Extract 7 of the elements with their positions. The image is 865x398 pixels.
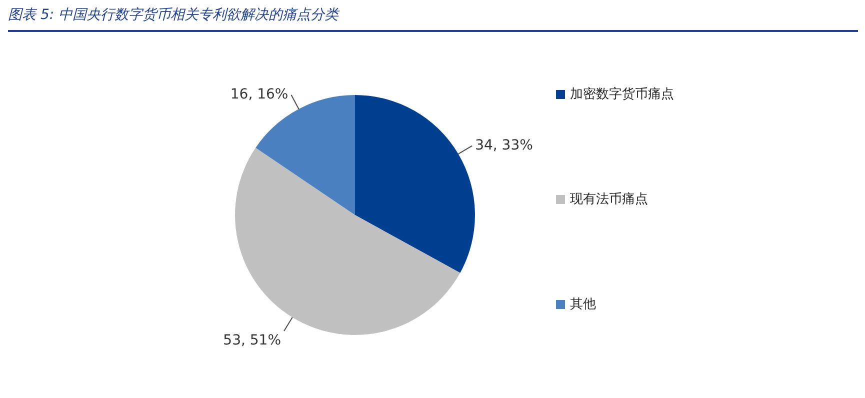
legend-label: 现有法币痛点 xyxy=(570,191,648,208)
legend-label: 其他 xyxy=(570,296,596,313)
legend-label: 加密数字货币痛点 xyxy=(570,86,674,103)
data-label: 34, 33% xyxy=(475,137,533,154)
data-label: 53, 51% xyxy=(223,332,282,349)
chart-title: 图表 5: 中国央行数字货币相关专利欲解决的痛点分类 xyxy=(8,6,339,24)
data-label: 16, 16% xyxy=(230,86,288,103)
